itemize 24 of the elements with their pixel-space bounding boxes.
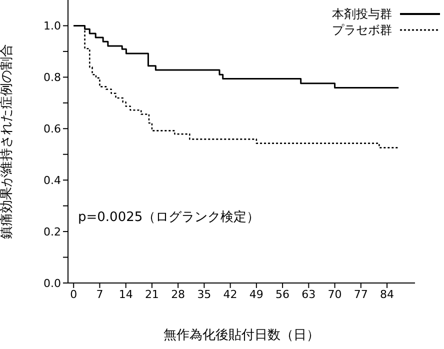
x-tick-label: 77 (354, 288, 368, 301)
annotation: p=0.0025（ログランク検定） (78, 209, 260, 226)
x-tick-label: 7 (96, 288, 104, 301)
x-tick-label: 21 (144, 288, 159, 301)
y-tick-label: 0.6 (44, 122, 61, 136)
y-tick-label: 0.8 (44, 71, 61, 84)
y-tick-label: 0.4 (44, 174, 61, 187)
x-tick-label: 70 (328, 288, 342, 301)
x-axis-title: 無作為化後貼付日数（日） (164, 328, 320, 343)
x-tick-label: 14 (118, 288, 133, 301)
legend-label: 本剤投与群 (332, 6, 392, 22)
x-tick-label: 56 (276, 288, 290, 301)
x-tick-label: 63 (302, 288, 316, 301)
x-tick-label: 35 (197, 288, 212, 301)
y-axis-title: 鎮痛効果が維持された症例の割合 (0, 44, 15, 239)
x-tick-label: 84 (380, 288, 394, 301)
x-tick-label: 0 (70, 288, 78, 301)
legend-label: プラセボ群 (332, 22, 392, 38)
x-tick-label: 28 (171, 288, 186, 301)
y-tick-label: 0.0 (44, 276, 61, 290)
x-tick-label: 42 (223, 288, 238, 301)
x-tick-label: 49 (249, 288, 264, 301)
y-tick-label: 0.2 (44, 225, 61, 238)
y-tick-label: 1.0 (44, 20, 61, 33)
